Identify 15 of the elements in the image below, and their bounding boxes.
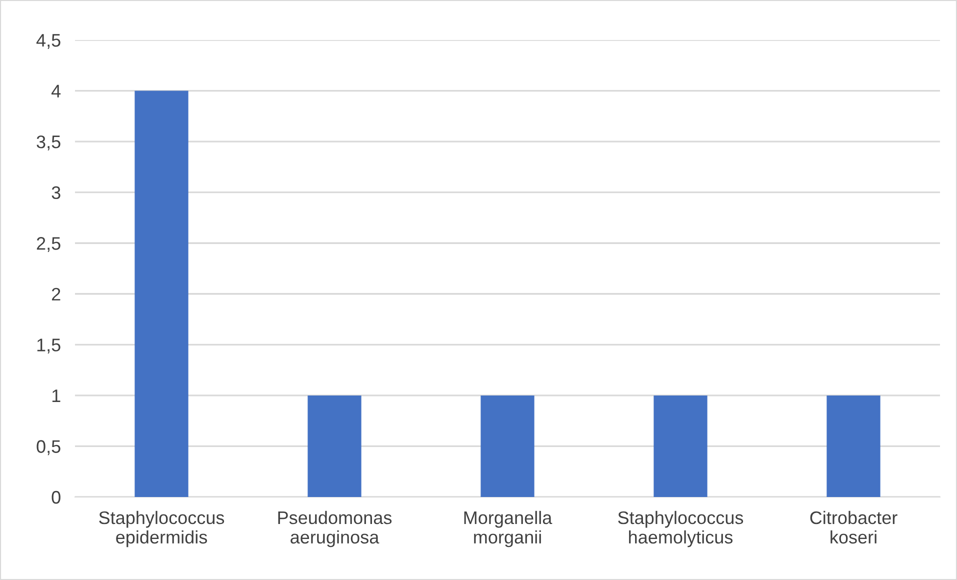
y-tick-label: 4,5 (36, 34, 60, 49)
y-tick-label: 1,5 (37, 338, 60, 354)
y-tick-label: 0,5 (36, 440, 60, 456)
y-tick-label: 4 (51, 84, 61, 98)
y-tick-label: 3,5 (36, 135, 60, 150)
x-tick-label: Pseudomonas aeruginosa (278, 510, 392, 548)
x-tick-label: Citrobacter koseri (810, 510, 898, 544)
x-tick-label: Staphylococcus epidermidis (99, 510, 224, 548)
y-tick-label: 1 (52, 390, 60, 402)
x-tick-label: Staphylococcus haemolyticus (618, 510, 744, 548)
y-tick-label: 3 (52, 186, 60, 200)
y-tick-label: 2 (52, 288, 60, 300)
y-tick-label: 2,5 (36, 237, 60, 252)
y-tick-label: 0 (52, 490, 60, 504)
x-tick-label: Morganella morganii (464, 510, 552, 548)
